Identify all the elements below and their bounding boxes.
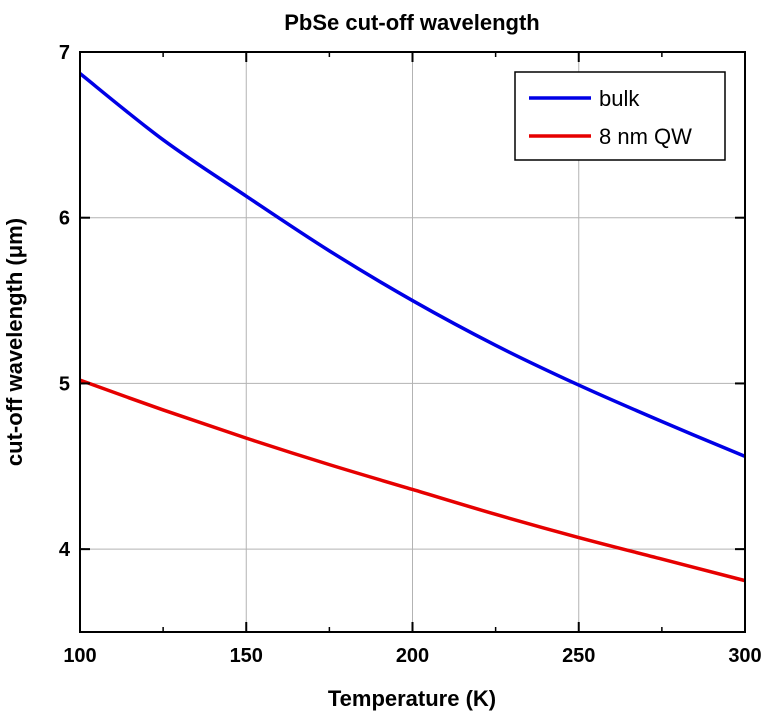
x-axis-label: Temperature (K) [328,686,496,711]
legend-label: bulk [599,86,640,111]
x-tick-labels: 100 150 200 250 300 [63,645,761,667]
y-tick-label: 5 [59,373,70,395]
legend: bulk 8 nm QW [514,71,726,161]
legend-box [514,71,726,161]
series-line-qw [79,378,746,583]
y-axis-label: cut-off wavelength (μm) [2,218,27,466]
x-tick-label: 300 [728,645,761,667]
series-lines [78,72,746,583]
series-line-bulk [78,72,746,458]
legend-label: 8 nm QW [599,124,692,149]
y-tick-label: 4 [59,539,71,561]
y-tick-label: 7 [59,42,70,64]
chart-title: PbSe cut-off wavelength [284,10,539,35]
axis-ticks [79,51,746,632]
x-tick-label: 250 [562,645,595,667]
x-tick-label: 150 [230,645,263,667]
x-tick-label: 100 [63,645,96,667]
y-tick-label: 6 [59,208,70,230]
y-tick-labels: 4 5 6 7 [59,42,71,561]
x-tick-label: 200 [396,645,429,667]
